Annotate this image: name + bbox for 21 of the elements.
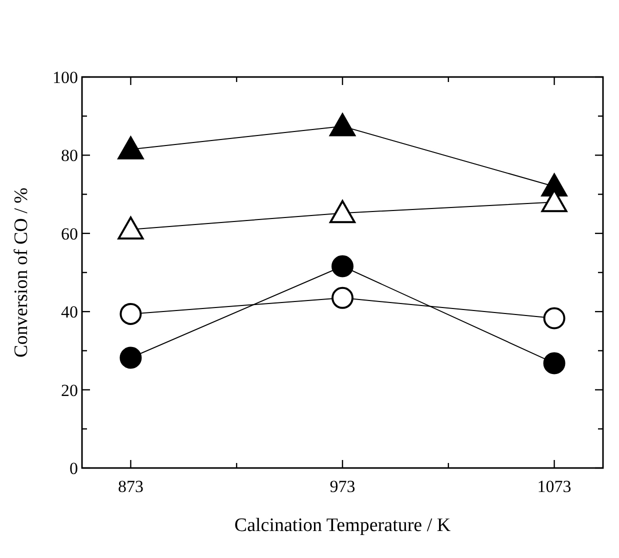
y-tick-label: 60 bbox=[61, 224, 78, 244]
point bbox=[120, 302, 142, 325]
x-axis-title: Calcination Temperature / K bbox=[234, 515, 451, 536]
point bbox=[332, 255, 354, 278]
y-axis-title: Conversion of CO / % bbox=[11, 187, 32, 358]
point bbox=[120, 346, 142, 369]
point bbox=[543, 307, 566, 330]
y-tick-label: 0 bbox=[70, 459, 78, 478]
point bbox=[543, 352, 566, 374]
point bbox=[118, 216, 144, 240]
point bbox=[332, 286, 354, 309]
x-tick-label: 873 bbox=[118, 477, 144, 496]
point bbox=[118, 136, 144, 160]
y-tick-label: 80 bbox=[61, 146, 78, 166]
point bbox=[330, 113, 356, 136]
y-tick-label: 100 bbox=[52, 68, 78, 87]
y-tick-label: 20 bbox=[61, 380, 78, 400]
y-tick-label: 40 bbox=[61, 302, 78, 322]
x-tick-label: 973 bbox=[330, 477, 356, 496]
x-tick-label: 1073 bbox=[537, 477, 572, 496]
point bbox=[330, 200, 356, 224]
